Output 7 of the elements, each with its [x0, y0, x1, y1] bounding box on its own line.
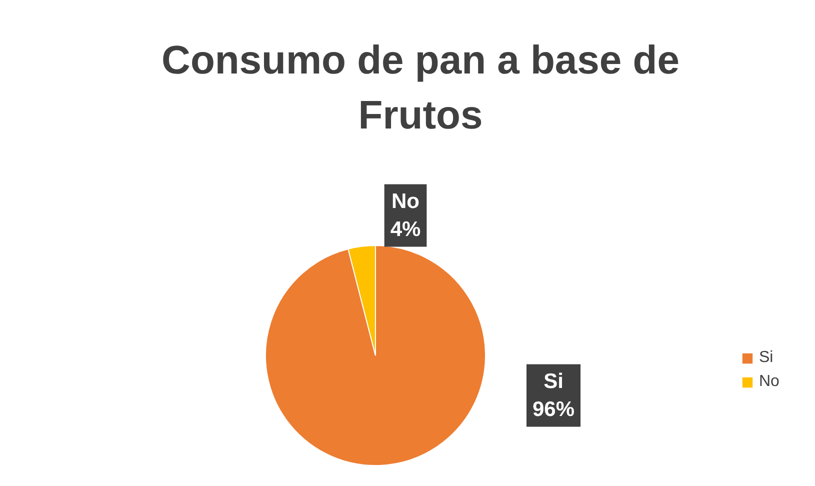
- data-label: 4%: [390, 218, 422, 241]
- legend-label: Si: [759, 349, 774, 367]
- slice-label: Si: [544, 370, 564, 394]
- legend-label: No: [759, 373, 780, 391]
- data-label: 96%: [532, 398, 575, 421]
- chart-title: Consumo de pan a base de Frutos: [162, 38, 680, 138]
- slice-label: No: [392, 190, 420, 214]
